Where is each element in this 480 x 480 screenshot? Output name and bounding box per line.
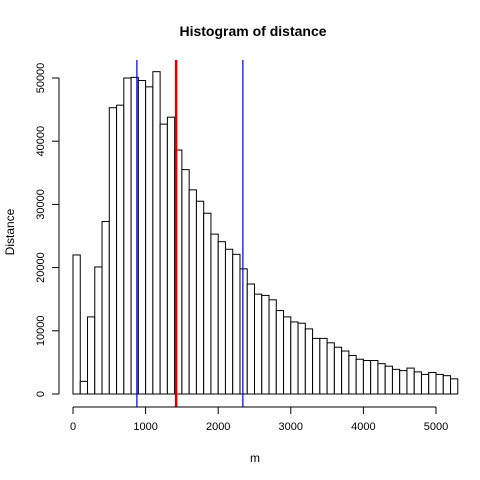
histogram-bar (326, 342, 335, 395)
histogram-bar (304, 328, 314, 395)
histogram-bar (195, 200, 205, 395)
histogram-bar (239, 268, 248, 395)
histogram-bar (116, 104, 125, 395)
y-tick-label: 0 (35, 391, 47, 397)
histogram-bar (87, 316, 96, 395)
histogram-bar (224, 248, 234, 395)
y-tick-label: 40000 (35, 126, 47, 157)
x-axis-label: m (250, 451, 260, 465)
histogram-bar (108, 107, 118, 395)
x-axis: 0 1000 2000 3000 4000 5000 (70, 406, 448, 433)
x-tick-label: 1000 (133, 421, 157, 433)
histogram-bar (94, 266, 103, 395)
histogram-bar (254, 293, 263, 395)
reference-lines-group (136, 60, 244, 407)
histogram-bar (319, 337, 328, 395)
bars-group (72, 71, 459, 395)
histogram-bar (384, 365, 393, 395)
histogram-bar (217, 241, 226, 395)
histogram-bar (283, 316, 292, 395)
histogram-bar (123, 77, 132, 395)
histogram-bar (290, 321, 299, 395)
x-tick-label: 5000 (424, 421, 448, 433)
y-tick-label: 20000 (35, 252, 47, 283)
histogram-bar (152, 71, 161, 395)
y-axis: 0 10000 20000 30000 40000 50000 (35, 63, 60, 397)
histogram-bar (362, 360, 372, 395)
histogram-bar (181, 169, 190, 395)
y-axis-label: Distance (3, 208, 17, 255)
histogram-bar (355, 358, 364, 395)
histogram-bar (442, 375, 452, 395)
histogram-bar (428, 372, 437, 395)
histogram-bar (72, 254, 81, 395)
y-tick-label: 10000 (35, 316, 47, 347)
x-tick-label: 0 (70, 421, 76, 433)
histogram-bar (166, 116, 176, 395)
chart-title: Histogram of distance (179, 23, 326, 39)
histogram-bar (406, 367, 415, 395)
histogram-bar (341, 350, 350, 395)
histogram-bar (145, 86, 154, 395)
histogram-bar (275, 310, 285, 395)
x-tick-label: 4000 (351, 421, 375, 433)
histogram-bar (159, 123, 168, 395)
x-tick-label: 3000 (279, 421, 303, 433)
histogram-bar (348, 354, 357, 395)
histogram-bar (297, 322, 306, 395)
histogram-bar (188, 189, 197, 395)
histogram-bar (370, 360, 379, 395)
histogram-bar (399, 370, 408, 395)
histogram-bar (210, 233, 219, 395)
histogram-bar (420, 373, 430, 395)
histogram-bar (268, 299, 277, 395)
histogram-bar (203, 212, 212, 395)
histogram-bar (391, 368, 401, 395)
histogram-bar (101, 220, 110, 395)
histogram-bar (312, 337, 321, 395)
x-tick-label: 2000 (206, 421, 230, 433)
histogram-bar (435, 373, 444, 395)
y-tick-label: 50000 (35, 63, 47, 94)
histogram-bar (413, 371, 422, 395)
histogram-bar (261, 294, 270, 395)
histogram-bar (137, 80, 147, 395)
histogram-bar (377, 363, 386, 395)
histogram-bar (79, 380, 89, 395)
y-tick-label: 30000 (35, 189, 47, 220)
histogram-bar (450, 378, 459, 395)
histogram-bar (232, 253, 241, 395)
histogram-bar (333, 346, 343, 395)
histogram-bar (246, 283, 256, 395)
